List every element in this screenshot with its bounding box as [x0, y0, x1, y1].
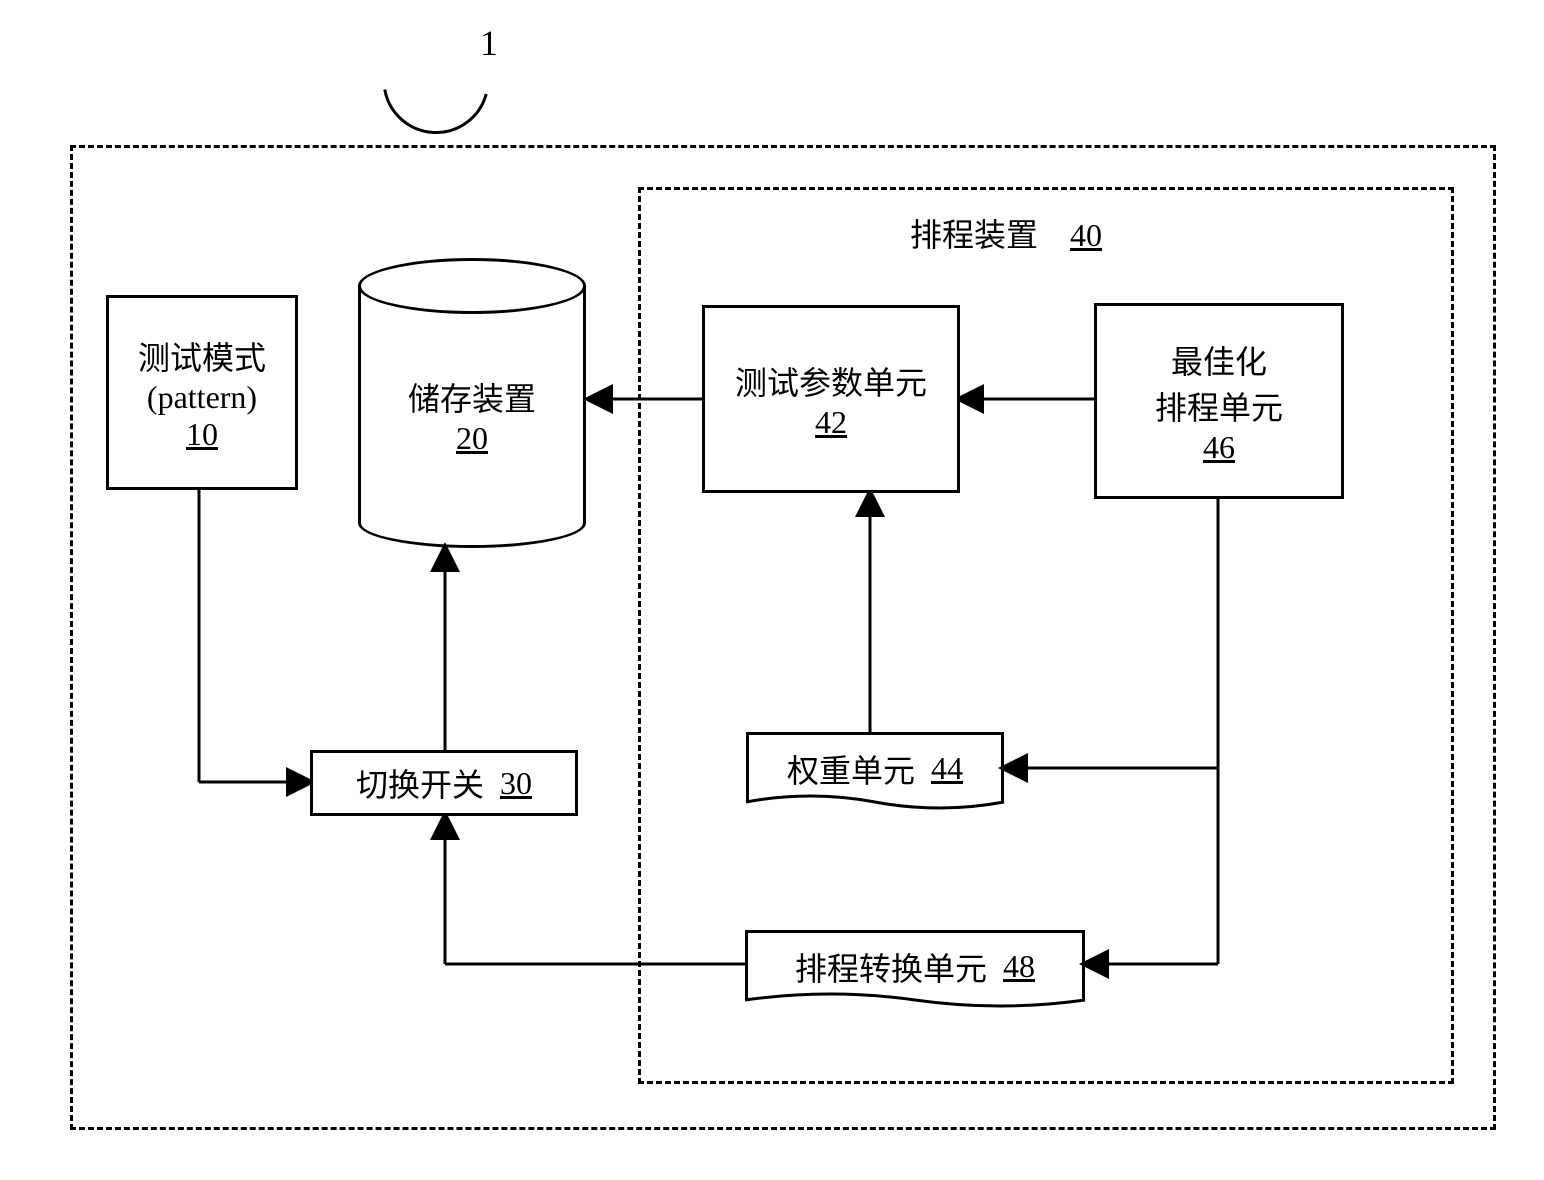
optimize-block: 最佳化 排程单元 46 — [1094, 303, 1344, 499]
storage-cylinder-body: 储存装置 20 — [358, 286, 586, 548]
test-pattern-label-1: 测试模式 — [138, 333, 266, 379]
sched-conv-label: 排程转换单元 — [795, 944, 987, 990]
sched-conv-block-wave — [742, 988, 1088, 1018]
optimize-id: 46 — [1203, 429, 1235, 466]
scheduler-device-header: 排程装置 40 — [910, 210, 1102, 256]
switch-label: 切换开关 — [356, 760, 484, 806]
scheduler-device-header-text: 排程装置 — [910, 217, 1038, 253]
weight-id: 44 — [931, 750, 963, 787]
outer-system-id: 1 — [480, 22, 498, 64]
test-pattern-id: 10 — [186, 416, 218, 453]
test-pattern-block: 测试模式 (pattern) 10 — [106, 295, 298, 490]
optimize-label-1: 最佳化 — [1171, 337, 1267, 383]
test-param-id: 42 — [815, 404, 847, 441]
test-param-label: 测试参数单元 — [735, 358, 927, 404]
switch-id: 30 — [500, 765, 532, 802]
weight-block-wave — [743, 790, 1007, 820]
scheduler-device-header-id: 40 — [1070, 217, 1102, 253]
storage-label: 储存装置 — [408, 374, 536, 420]
switch-block: 切换开关 30 — [310, 750, 578, 816]
storage-id: 20 — [456, 420, 488, 457]
weight-label: 权重单元 — [787, 746, 915, 792]
outer-label-arc — [385, 90, 486, 133]
diagram-canvas: 1 排程装置 40 测试模式 (pattern) 10 储存装置 20 切换开关… — [0, 0, 1544, 1180]
test-param-block: 测试参数单元 42 — [702, 305, 960, 493]
optimize-label-2: 排程单元 — [1155, 383, 1283, 429]
test-pattern-label-2: (pattern) — [147, 379, 257, 416]
sched-conv-id: 48 — [1003, 948, 1035, 985]
